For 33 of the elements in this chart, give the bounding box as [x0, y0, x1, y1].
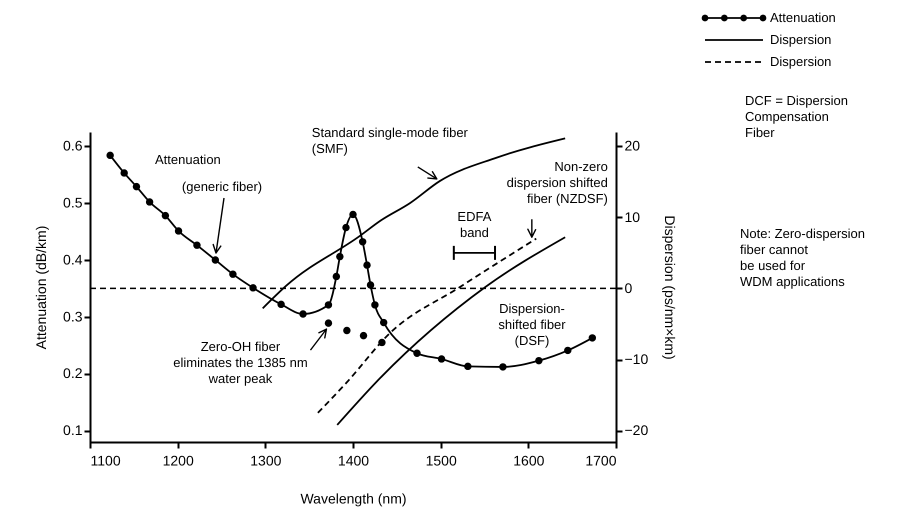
- annotation: Attenuation: [155, 152, 221, 167]
- legend-label: Dispersion: [770, 54, 832, 69]
- y-axis-title: Attenuation (dB/km): [33, 226, 50, 350]
- y2-tick-label: 10: [624, 208, 640, 225]
- annotation: Dispersion- shifted fiber (DSF): [498, 301, 566, 348]
- x-tick-label: 1600: [513, 452, 545, 468]
- y-tick-label: 0.4: [63, 251, 83, 268]
- annotation: (generic fiber): [182, 179, 262, 194]
- x-tick-label: 1500: [426, 452, 457, 468]
- annotation: Zero-OH fiber eliminates the 1385 nm water peak: [173, 339, 308, 386]
- legend-label: Dispersion: [770, 32, 832, 47]
- y-tick-label: 0.1: [63, 422, 83, 438]
- x-axis-title: Wavelength (nm): [300, 490, 407, 506]
- text: Note: Zero-dispersion fiber cannot be used for WDM applications: [740, 226, 865, 289]
- annotation: Standard single-mode fiber (SMF): [312, 124, 469, 156]
- y-tick-label: 0.3: [63, 308, 83, 324]
- y2-axis-title: Dispersion (ps/nm×km): [662, 215, 678, 360]
- legend-label: Attenuation: [770, 10, 836, 25]
- y2-tick-label: 20: [624, 138, 640, 154]
- y2-tick-label: −20: [624, 422, 648, 438]
- y-tick-label: 0.2: [63, 365, 83, 382]
- annotation: EDFA band: [457, 208, 492, 240]
- x-tick-label: 1100: [90, 452, 121, 468]
- text: DCF = Dispersion Compensation Fiber: [745, 93, 848, 140]
- y-tick-label: 0.5: [63, 194, 83, 211]
- y-tick-label: 0.6: [63, 138, 83, 154]
- x-tick-label: 1400: [338, 452, 370, 468]
- x-tick-label: 1300: [250, 452, 282, 468]
- x-tick-label: 1200: [162, 452, 194, 468]
- annotation: Non-zero dispersion shifted fiber (NZDSF): [506, 159, 608, 206]
- y2-tick-label: 0: [624, 280, 632, 296]
- y2-tick-label: −10: [624, 351, 648, 368]
- x-tick-label: 1700: [585, 452, 617, 468]
